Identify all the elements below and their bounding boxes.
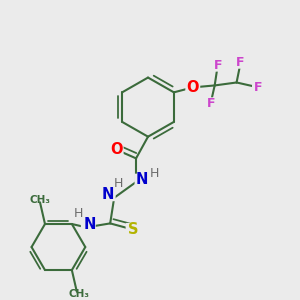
Text: H: H (113, 178, 123, 190)
FancyBboxPatch shape (211, 60, 224, 72)
Text: N: N (136, 172, 148, 187)
Text: F: F (254, 81, 263, 94)
FancyBboxPatch shape (135, 174, 149, 186)
FancyBboxPatch shape (81, 218, 96, 231)
Text: N: N (84, 217, 97, 232)
FancyBboxPatch shape (234, 57, 247, 69)
Text: O: O (187, 80, 199, 95)
Text: H: H (74, 207, 83, 220)
Text: F: F (206, 97, 215, 110)
Text: H: H (149, 167, 159, 180)
Text: N: N (102, 187, 114, 202)
Text: CH₃: CH₃ (29, 195, 50, 206)
FancyBboxPatch shape (252, 82, 265, 93)
Text: CH₃: CH₃ (68, 289, 89, 299)
FancyBboxPatch shape (109, 143, 124, 156)
Text: O: O (110, 142, 122, 157)
FancyBboxPatch shape (204, 97, 217, 109)
Text: F: F (236, 56, 245, 69)
Text: F: F (213, 59, 222, 72)
FancyBboxPatch shape (126, 223, 140, 236)
FancyBboxPatch shape (185, 81, 200, 94)
FancyBboxPatch shape (101, 188, 116, 201)
Text: S: S (128, 222, 138, 237)
